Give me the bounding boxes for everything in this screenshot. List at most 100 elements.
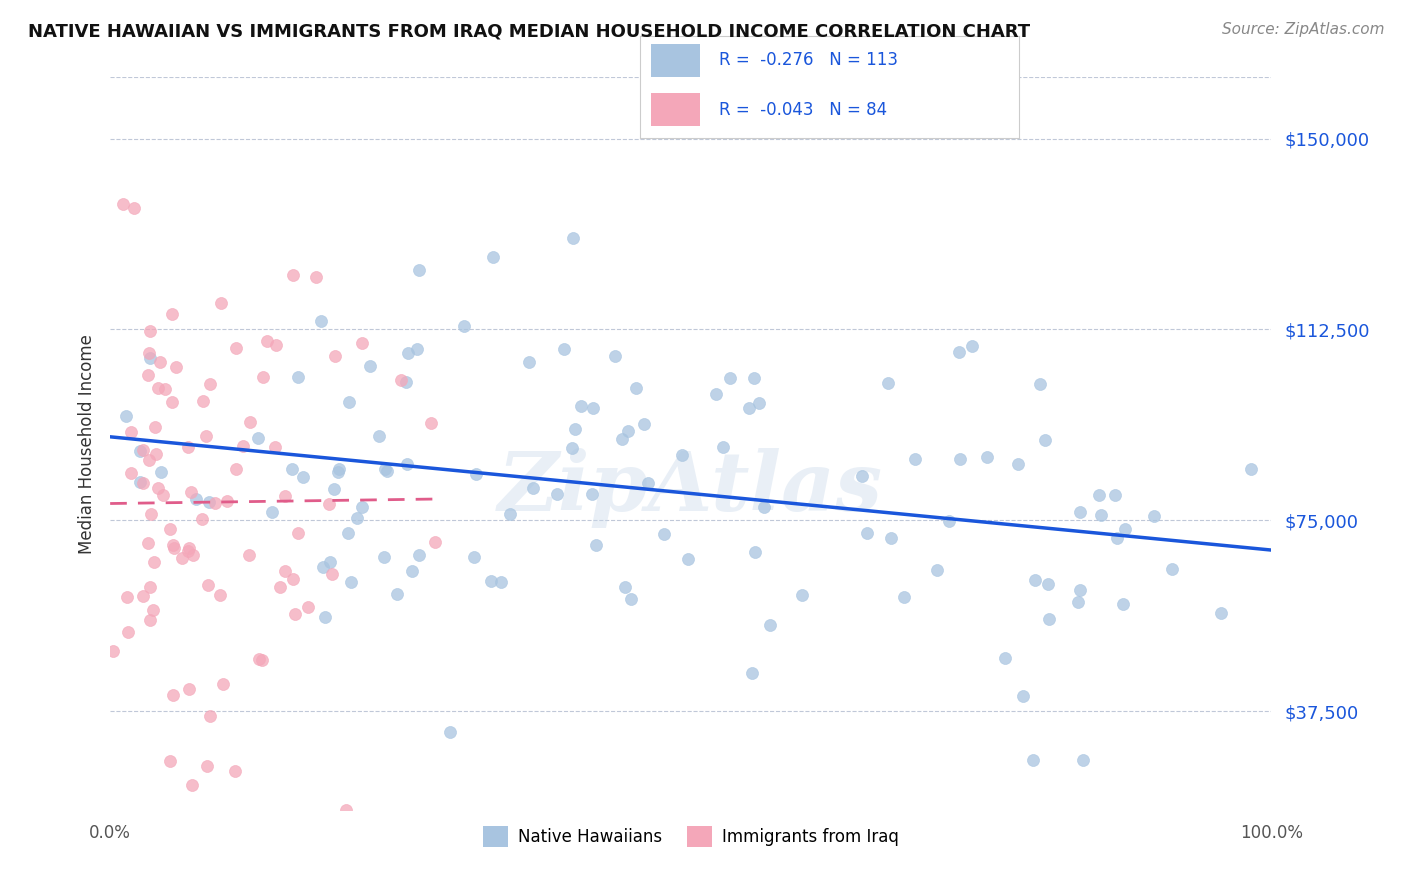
Point xyxy=(190,511,212,525)
Point xyxy=(1161,562,1184,576)
Point xyxy=(718,371,741,385)
Point xyxy=(880,531,903,545)
Point xyxy=(610,432,633,446)
Point xyxy=(139,324,162,338)
Point xyxy=(373,549,395,564)
Point xyxy=(232,439,254,453)
Point xyxy=(238,548,260,562)
Point xyxy=(960,339,983,353)
Point xyxy=(1069,582,1091,597)
Point xyxy=(553,343,575,357)
Text: R =  -0.276   N = 113: R = -0.276 N = 113 xyxy=(720,52,898,70)
Point xyxy=(1088,488,1111,502)
Point xyxy=(375,464,398,478)
Point xyxy=(711,440,734,454)
Point xyxy=(146,380,169,394)
Point xyxy=(208,588,231,602)
Point xyxy=(322,482,344,496)
Point xyxy=(281,462,304,476)
Point xyxy=(117,624,139,639)
Point xyxy=(678,551,700,566)
Point xyxy=(949,451,972,466)
Point xyxy=(374,461,396,475)
Point xyxy=(453,319,475,334)
Point xyxy=(200,708,222,723)
Point xyxy=(165,360,187,375)
Point xyxy=(326,465,349,479)
Point xyxy=(160,395,183,409)
Point xyxy=(115,409,138,424)
Point xyxy=(633,417,655,432)
Point xyxy=(877,376,900,390)
Point xyxy=(256,334,278,348)
Point xyxy=(389,373,412,387)
Point xyxy=(1069,505,1091,519)
Point xyxy=(247,652,270,666)
Point xyxy=(323,349,346,363)
Point xyxy=(274,489,297,503)
Point xyxy=(994,651,1017,665)
Point xyxy=(464,467,486,481)
Point xyxy=(225,462,247,476)
Point xyxy=(146,482,169,496)
Point xyxy=(758,618,780,632)
Point xyxy=(132,442,155,457)
Point xyxy=(352,336,374,351)
Point xyxy=(482,250,505,264)
Point xyxy=(120,425,142,439)
Point xyxy=(162,688,184,702)
Point xyxy=(122,202,145,216)
Point xyxy=(179,682,201,697)
Point xyxy=(420,416,443,430)
Point xyxy=(1007,457,1029,471)
Point xyxy=(1012,690,1035,704)
Point xyxy=(197,578,219,592)
Point xyxy=(571,399,593,413)
Point xyxy=(149,355,172,369)
Point xyxy=(162,538,184,552)
Point xyxy=(605,349,627,363)
Point xyxy=(561,231,583,245)
Point xyxy=(139,351,162,366)
Point xyxy=(395,375,418,389)
Point xyxy=(153,382,176,396)
Point xyxy=(309,314,332,328)
Point xyxy=(163,541,186,556)
Point xyxy=(350,500,373,515)
Point xyxy=(177,544,200,558)
Point xyxy=(198,495,221,509)
Point xyxy=(239,415,262,429)
Point xyxy=(120,467,142,481)
Point xyxy=(927,563,949,577)
Point xyxy=(212,677,235,691)
Point xyxy=(269,580,291,594)
Point xyxy=(136,368,159,383)
Point xyxy=(546,487,568,501)
Point xyxy=(145,447,167,461)
Point xyxy=(138,345,160,359)
Point xyxy=(1024,573,1046,587)
Point xyxy=(1038,612,1060,626)
Point xyxy=(1211,607,1233,621)
Point xyxy=(335,804,357,818)
Point xyxy=(938,514,960,528)
Point xyxy=(195,759,218,773)
Point xyxy=(368,429,391,443)
Point xyxy=(195,429,218,443)
Point xyxy=(138,535,160,549)
Point xyxy=(149,465,172,479)
Point xyxy=(1240,462,1263,476)
Point xyxy=(179,541,201,555)
Point xyxy=(145,420,167,434)
Point xyxy=(561,441,583,455)
Point xyxy=(396,346,419,360)
Point xyxy=(305,269,328,284)
Point xyxy=(856,526,879,541)
Point xyxy=(284,607,307,621)
Point xyxy=(738,401,761,415)
Point xyxy=(903,452,925,467)
Point xyxy=(652,526,675,541)
Point xyxy=(499,507,522,521)
Point xyxy=(292,470,315,484)
Point xyxy=(385,587,408,601)
